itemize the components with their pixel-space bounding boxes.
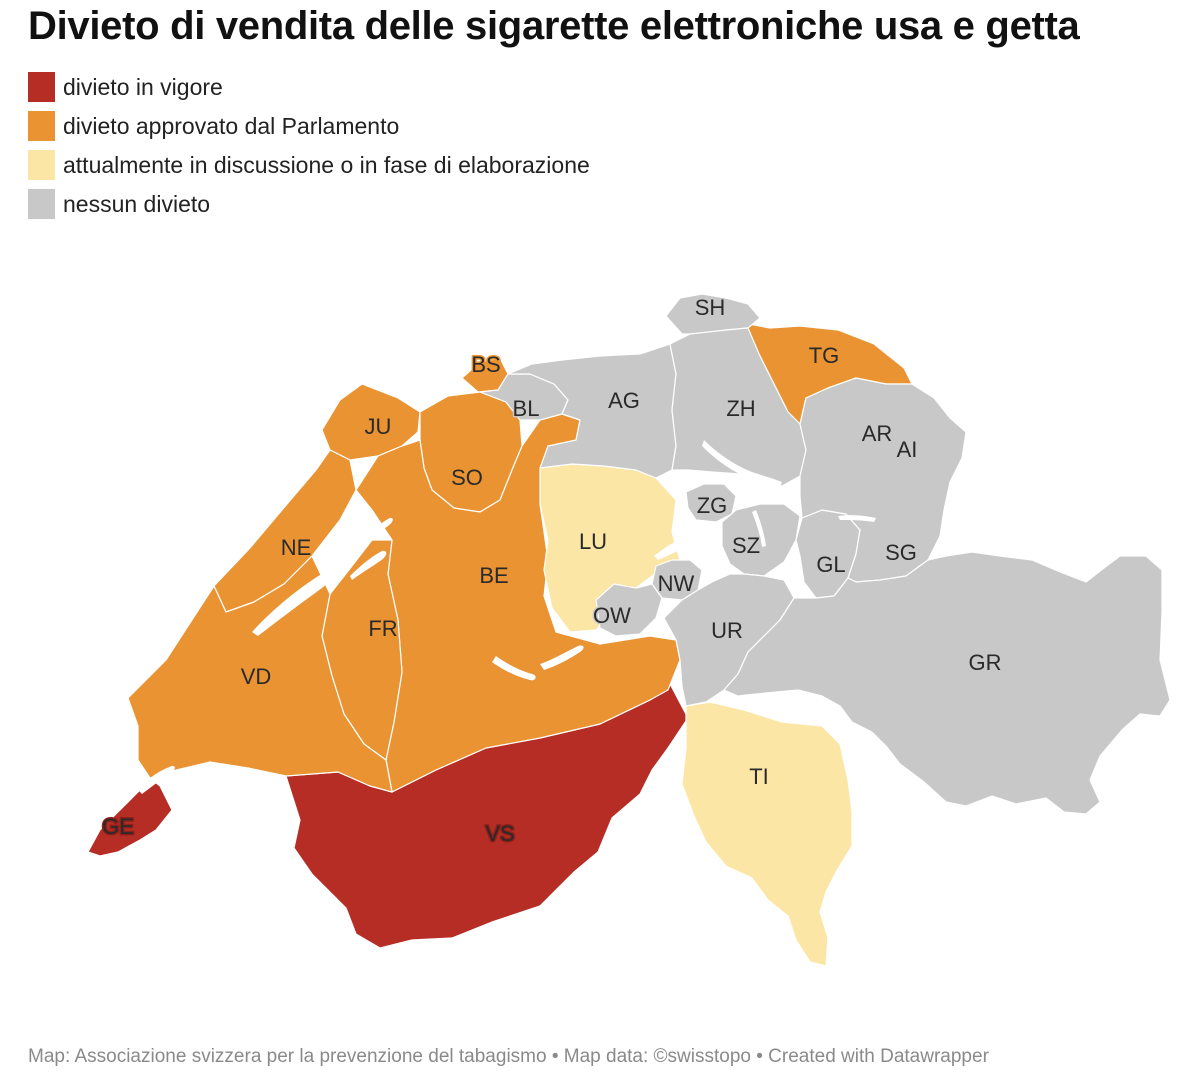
legend-label-in-discussion: attualmente in discussione o in fase di … bbox=[63, 151, 590, 178]
lake-shape bbox=[350, 550, 387, 580]
legend-item-in-discussion: attualmente in discussione o in fase di … bbox=[28, 150, 590, 180]
canton-ag bbox=[507, 343, 677, 479]
canton-label-ar: AR bbox=[862, 421, 893, 446]
lake-shape bbox=[360, 517, 393, 543]
legend-item-in-force: divieto in vigore bbox=[28, 72, 590, 102]
canton-ow bbox=[595, 583, 663, 637]
canton-label-ne: NE bbox=[281, 535, 312, 560]
lake-shape bbox=[252, 574, 329, 636]
map-title: Divieto di vendita delle sigarette elett… bbox=[28, 4, 1080, 48]
canton-label-bs: BS bbox=[471, 352, 500, 377]
canton-label-zh: ZH bbox=[726, 396, 755, 421]
lake-shape bbox=[540, 645, 584, 670]
canton-label-so: SO bbox=[451, 465, 483, 490]
canton-label-bl: BL bbox=[513, 396, 540, 421]
canton-label-nw: NW bbox=[658, 571, 695, 596]
lake-shape bbox=[138, 765, 175, 794]
lake-shape bbox=[654, 535, 694, 560]
canton-label-ai: AI bbox=[897, 437, 918, 462]
legend-swatch-in-force bbox=[28, 72, 55, 102]
legend: divieto in vigore divieto approvato dal … bbox=[28, 72, 590, 228]
canton-ti bbox=[681, 701, 853, 967]
canton-gr bbox=[723, 551, 1171, 815]
legend-item-approved: divieto approvato dal Parlamento bbox=[28, 111, 590, 141]
canton-label-vs: VS bbox=[485, 821, 514, 846]
canton-ge bbox=[87, 777, 173, 857]
canton-label-sg: SG bbox=[885, 540, 917, 565]
canton-label-ow: OW bbox=[593, 603, 631, 628]
legend-label-in-force: divieto in vigore bbox=[63, 73, 223, 100]
canton-label-tg: TG bbox=[809, 343, 840, 368]
lake-shape bbox=[838, 515, 876, 522]
canton-label-sh: SH bbox=[695, 295, 726, 320]
canton-label-ti: TI bbox=[749, 764, 769, 789]
canton-label-vd: VD bbox=[241, 664, 272, 689]
legend-swatch-approved bbox=[28, 111, 55, 141]
canton-label-zg: ZG bbox=[697, 493, 728, 518]
canton-label-fr: FR bbox=[368, 616, 397, 641]
canton-label-ju: JU bbox=[365, 414, 392, 439]
lake-shape bbox=[702, 440, 782, 486]
canton-label-ag: AG bbox=[608, 388, 640, 413]
canton-label-gl: GL bbox=[816, 552, 845, 577]
map-credits: Map: Associazione svizzera per la preven… bbox=[28, 1046, 989, 1067]
canton-label-sz: SZ bbox=[732, 533, 760, 558]
lake-shape bbox=[752, 510, 766, 547]
legend-label-no-ban: nessun divieto bbox=[63, 190, 211, 217]
legend-swatch-in-discussion bbox=[28, 150, 55, 180]
canton-label-ur: UR bbox=[711, 618, 743, 643]
canton-label-lu: LU bbox=[579, 529, 607, 554]
canton-label-be: BE bbox=[479, 563, 508, 588]
legend-item-no-ban: nessun divieto bbox=[28, 189, 590, 219]
lake-shape bbox=[492, 656, 536, 681]
canton-label-gr: GR bbox=[969, 650, 1002, 675]
legend-swatch-no-ban bbox=[28, 189, 55, 219]
legend-label-approved: divieto approvato dal Parlamento bbox=[63, 112, 400, 139]
canton-label-ge: GE bbox=[102, 814, 134, 839]
